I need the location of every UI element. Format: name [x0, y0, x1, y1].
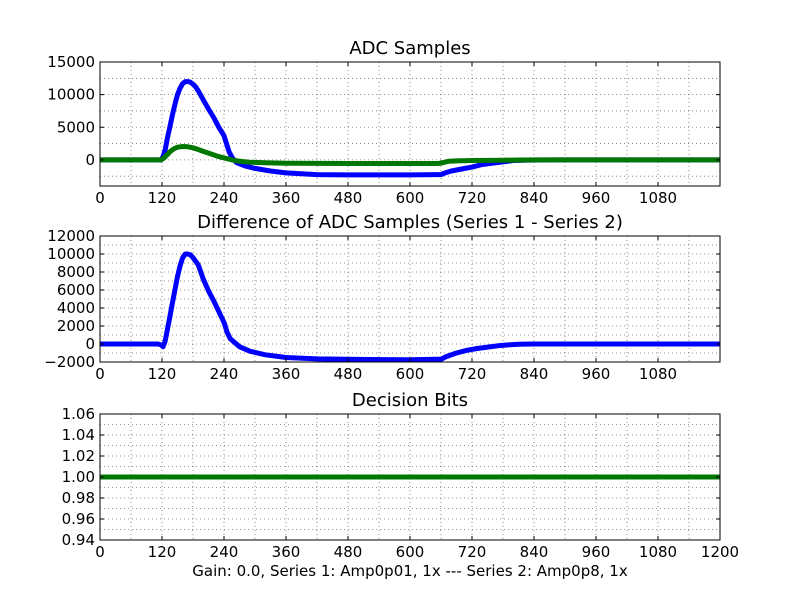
subplot-3: Decision Bits 0 120 240 360 480 600 720 840 960 10…	[62, 390, 740, 561]
x-tick-label: 600	[396, 543, 425, 561]
x-tick-label: 1080	[639, 365, 677, 383]
subplot-title: ADC Samples	[349, 38, 470, 59]
x-tick-label: 0	[95, 365, 105, 383]
subplot-2: Difference of ADC Samples (Series 1 - Se…	[44, 212, 721, 383]
x-tick-label: 600	[396, 365, 425, 383]
y-tick-label: 12000	[47, 227, 95, 245]
series-1	[100, 79, 720, 178]
y-tick-label: 10000	[47, 86, 95, 104]
series-line	[100, 79, 720, 178]
y-tick-label: 10000	[47, 245, 95, 263]
y-tick-label: 0	[85, 151, 95, 169]
x-tick-label: 840	[520, 365, 549, 383]
x-tick-label: 240	[210, 189, 239, 207]
x-tick-label: 360	[272, 189, 301, 207]
subplots: ADC Samples 0 120 240 360 480 600 720 840 960 1080…	[44, 38, 739, 561]
y-tick-label: 5000	[57, 118, 95, 136]
y-tick-label: 0.98	[62, 489, 95, 507]
subplot-title: Difference of ADC Samples (Series 1 - Se…	[197, 212, 623, 233]
y-tick-label: 2000	[57, 317, 95, 335]
series-1	[100, 251, 720, 362]
series-line	[100, 144, 720, 166]
y-tick-label: 0.94	[62, 531, 95, 549]
x-tick-label: 240	[210, 365, 239, 383]
x-tick-label: 960	[582, 543, 611, 561]
x-tick-label: 720	[458, 189, 487, 207]
y-tick-label: 0	[85, 335, 95, 353]
y-tick-label: 4000	[57, 299, 95, 317]
x-tick-label: 120	[148, 365, 177, 383]
x-tick-label: 480	[334, 543, 363, 561]
x-tick-label: 0	[95, 189, 105, 207]
y-tick-label: −2000	[44, 353, 95, 371]
x-tick-label: 120	[148, 543, 177, 561]
y-tick-label: 15000	[47, 53, 95, 71]
x-tick-label: 1080	[639, 189, 677, 207]
y-tick-label: 1.06	[62, 405, 95, 423]
x-tick-label: 360	[272, 543, 301, 561]
x-tick-label: 840	[520, 543, 549, 561]
subplot-1: ADC Samples 0 120 240 360 480 600 720 840 960 1080…	[47, 38, 721, 207]
x-tick-label: 480	[334, 365, 363, 383]
x-tick-label: 0	[95, 543, 105, 561]
x-tick-label: 720	[458, 543, 487, 561]
x-tick-label: 360	[272, 365, 301, 383]
x-tick-label: 840	[520, 189, 549, 207]
x-tick-label: 960	[582, 189, 611, 207]
x-tick-label: 480	[334, 189, 363, 207]
y-tick-label: 0.96	[62, 510, 95, 528]
subplot-title: Decision Bits	[352, 390, 468, 411]
x-tick-label: 1080	[639, 543, 677, 561]
y-tick-label: 6000	[57, 281, 95, 299]
y-tick-label: 1.04	[62, 426, 95, 444]
x-tick-label: 1200	[701, 543, 739, 561]
x-tick-label: 960	[582, 365, 611, 383]
series-line	[100, 251, 720, 362]
figure-caption: Gain: 0.0, Series 1: Amp0p01, 1x --- Ser…	[192, 562, 628, 580]
x-tick-label: 600	[396, 189, 425, 207]
y-tick-label: 8000	[57, 263, 95, 281]
x-tick-label: 720	[458, 365, 487, 383]
y-tick-label: 1.02	[62, 447, 95, 465]
series-2	[100, 144, 720, 166]
x-tick-label: 120	[148, 189, 177, 207]
y-tick-label: 1.00	[62, 468, 95, 486]
x-tick-label: 240	[210, 543, 239, 561]
